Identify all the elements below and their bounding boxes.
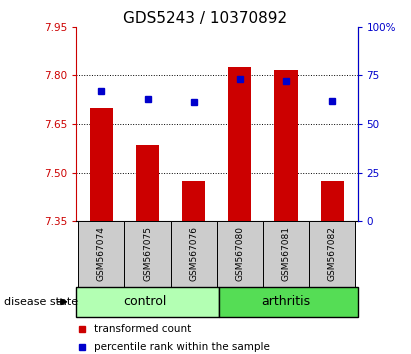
Text: GSM567082: GSM567082 — [328, 227, 337, 281]
Bar — [90, 108, 113, 221]
Text: GSM567074: GSM567074 — [97, 227, 106, 281]
Text: control: control — [124, 295, 167, 308]
FancyBboxPatch shape — [76, 287, 219, 317]
Text: GSM567076: GSM567076 — [189, 227, 198, 281]
FancyBboxPatch shape — [219, 287, 358, 317]
Bar — [136, 145, 159, 221]
Bar — [275, 70, 298, 221]
Text: GSM567081: GSM567081 — [282, 227, 291, 281]
Text: GSM567080: GSM567080 — [236, 227, 245, 281]
Bar — [229, 67, 252, 221]
Text: transformed count: transformed count — [95, 324, 192, 333]
Text: disease state: disease state — [4, 297, 78, 307]
FancyBboxPatch shape — [263, 221, 309, 287]
Bar — [321, 181, 344, 221]
Text: percentile rank within the sample: percentile rank within the sample — [95, 342, 270, 352]
FancyBboxPatch shape — [309, 221, 355, 287]
Bar — [182, 181, 205, 221]
Text: arthritis: arthritis — [261, 295, 311, 308]
FancyBboxPatch shape — [217, 221, 263, 287]
Text: GSM567075: GSM567075 — [143, 227, 152, 281]
FancyBboxPatch shape — [79, 221, 125, 287]
FancyBboxPatch shape — [171, 221, 217, 287]
Text: GDS5243 / 10370892: GDS5243 / 10370892 — [123, 11, 288, 25]
FancyBboxPatch shape — [125, 221, 171, 287]
